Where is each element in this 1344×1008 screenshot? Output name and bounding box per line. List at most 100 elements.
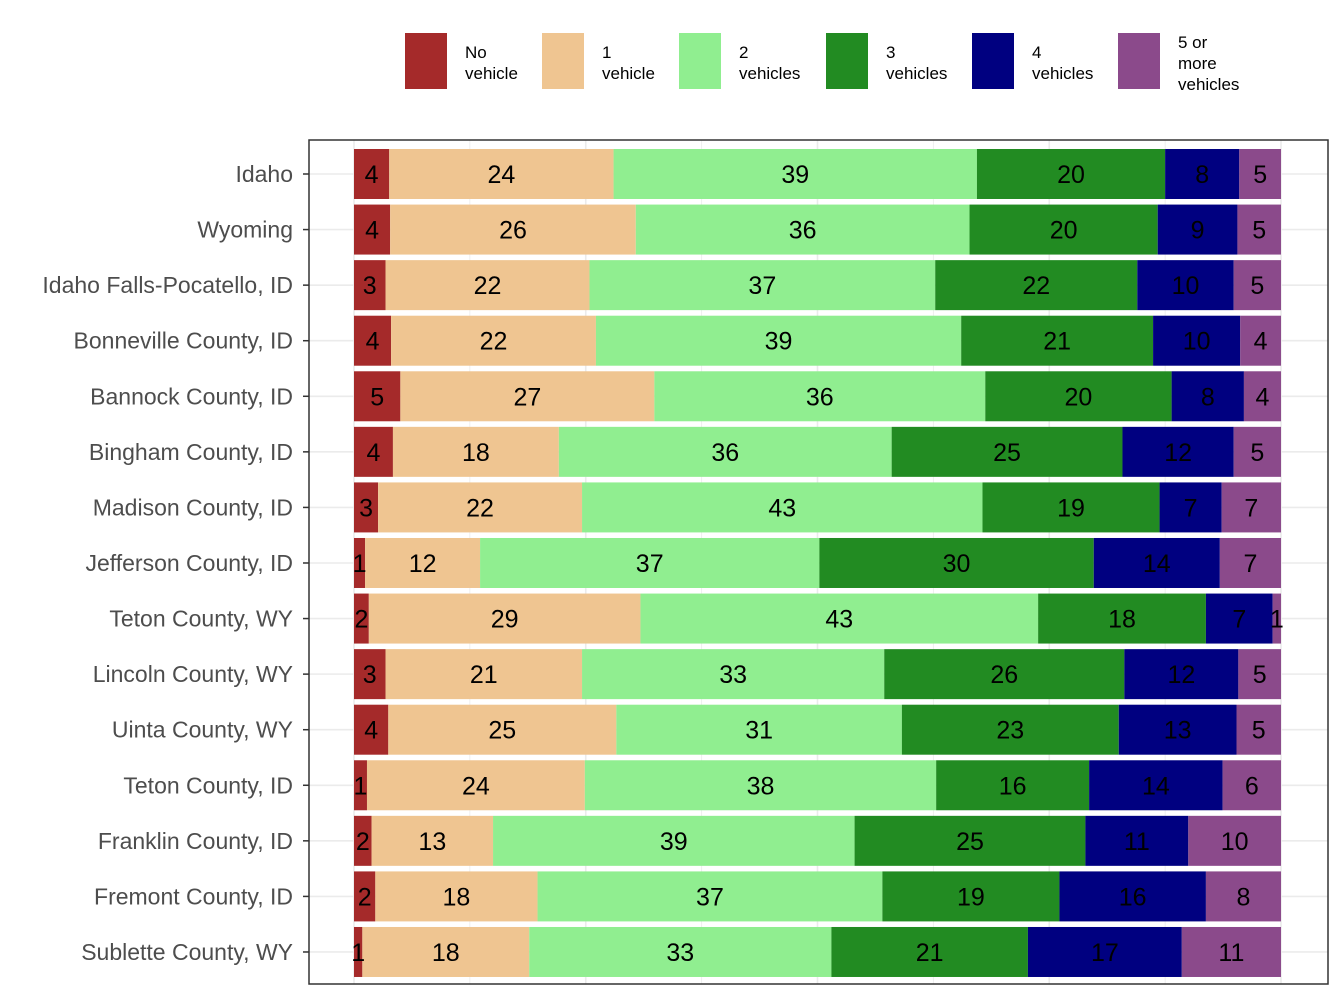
legend-label-5-or-more-vehicles: 5 or more vehicles xyxy=(1178,33,1239,94)
bar-segment-1-vehicle xyxy=(389,149,614,199)
bar-segment-1-vehicle xyxy=(391,315,596,366)
value-label: 43 xyxy=(768,494,796,522)
value-label: 36 xyxy=(789,217,817,245)
bar-segment-5-or-more-vehicles xyxy=(1205,871,1281,922)
y-axis: Idaho Wyoming Idaho Falls-Pocatello, ID Bon… xyxy=(42,161,309,965)
value-label: 9 xyxy=(1191,217,1205,245)
value-label: 10 xyxy=(1221,828,1249,856)
bar-segment-5-or-more-vehicles xyxy=(1237,204,1281,255)
bar-segment-2-vehicles xyxy=(613,149,977,199)
value-label: 21 xyxy=(1043,328,1071,356)
value-label: 39 xyxy=(765,328,793,356)
value-label: 33 xyxy=(719,661,747,689)
bar-segment-5-or-more-vehicles xyxy=(1243,371,1281,422)
value-label: 12 xyxy=(1167,661,1195,689)
value-label: 8 xyxy=(1201,383,1215,411)
value-label: 1 xyxy=(354,772,368,800)
value-label: 5 xyxy=(1253,161,1267,189)
value-labels: 4 24 39 20 8 54 26 36 20 9 53 22 37 22 10 54 22 39 21 10 45 2… xyxy=(351,161,1284,967)
legend-label-4-vehicles: 4 vehicles xyxy=(1032,43,1093,83)
bar-segment-2-vehicles xyxy=(635,204,970,255)
bar-segment-3-vehicles xyxy=(961,315,1154,366)
bar-segment-4-vehicles xyxy=(1171,371,1244,422)
bar-segment-2-vehicles xyxy=(582,649,885,700)
bar-segment-5-or-more-vehicles xyxy=(1239,149,1281,199)
bar-segment-5-or-more-vehicles xyxy=(1236,704,1281,755)
bar-segment-1-vehicle xyxy=(388,704,617,755)
value-label: 26 xyxy=(499,217,527,245)
bar-segment-5-or-more-vehicles xyxy=(1219,537,1281,588)
legend-key-2-vehicles xyxy=(679,33,721,89)
value-label: 14 xyxy=(1142,772,1170,800)
value-label: 1 xyxy=(1270,606,1284,634)
value-label: 4 xyxy=(364,717,378,745)
value-label: 5 xyxy=(1252,217,1266,245)
value-label: 29 xyxy=(491,606,519,634)
bar-segment-3-vehicles xyxy=(854,815,1086,866)
value-label: 2 xyxy=(356,828,370,856)
value-label: 19 xyxy=(957,883,985,911)
bar-segment-2-vehicles xyxy=(654,371,986,422)
value-label: 3 xyxy=(363,272,377,300)
bar-segment-2-vehicles xyxy=(595,315,962,366)
category-label: Franklin County, ID xyxy=(98,828,293,854)
value-label: 26 xyxy=(990,661,1018,689)
bar-segment-2-vehicles xyxy=(589,260,936,311)
bars xyxy=(354,149,1281,977)
bar-segment-3-vehicles xyxy=(985,371,1172,422)
value-label: 21 xyxy=(916,939,944,967)
bar-segment-1-vehicle xyxy=(385,649,583,700)
value-label: 5 xyxy=(370,383,384,411)
value-label: 4 xyxy=(365,161,379,189)
value-label: 3 xyxy=(363,661,377,689)
category-label: Uinta County, WY xyxy=(112,717,293,743)
value-label: 7 xyxy=(1244,494,1258,522)
bar-segment-no-vehicle xyxy=(354,649,386,700)
legend-key-3-vehicles xyxy=(826,33,868,89)
value-label: 18 xyxy=(443,883,471,911)
value-label: 25 xyxy=(488,717,516,745)
bar-segment-4-vehicles xyxy=(1093,537,1220,588)
bar-segment-no-vehicle xyxy=(354,315,392,366)
value-label: 17 xyxy=(1091,939,1119,967)
bar-segment-2-vehicles xyxy=(493,815,855,866)
value-label: 2 xyxy=(358,883,372,911)
category-label: Idaho Falls-Pocatello, ID xyxy=(42,272,293,298)
value-label: 7 xyxy=(1243,550,1257,578)
bar-segment-no-vehicle xyxy=(354,426,393,477)
bar-segment-1-vehicle xyxy=(366,760,585,811)
category-label: Jefferson County, ID xyxy=(85,550,293,576)
bar-segment-1-vehicle xyxy=(378,482,583,533)
value-label: 38 xyxy=(747,772,775,800)
value-label: 43 xyxy=(825,606,853,634)
bar-segment-4-vehicles xyxy=(1118,704,1237,755)
category-label: Fremont County, ID xyxy=(94,883,293,909)
value-label: 22 xyxy=(474,272,502,300)
category-label: Sublette County, WY xyxy=(81,939,293,965)
bar-segment-1-vehicle xyxy=(390,204,636,255)
value-label: 5 xyxy=(1253,661,1267,689)
bar-segment-4-vehicles xyxy=(1059,871,1206,922)
legend-label-1-vehicle: 1 vehicle xyxy=(602,43,655,83)
bar-segment-3-vehicles xyxy=(891,426,1123,477)
value-label: 27 xyxy=(513,383,541,411)
value-label: 18 xyxy=(1108,606,1136,634)
bar-segment-2-vehicles xyxy=(616,704,902,755)
value-label: 18 xyxy=(462,439,490,467)
bar-segment-4-vehicles xyxy=(1137,260,1234,311)
bar-segment-3-vehicles xyxy=(935,260,1138,311)
value-label: 4 xyxy=(367,439,381,467)
value-label: 18 xyxy=(432,939,460,967)
value-label: 24 xyxy=(487,161,515,189)
bar-segment-4-vehicles xyxy=(1159,482,1222,533)
value-label: 24 xyxy=(462,772,490,800)
bar-segment-4-vehicles xyxy=(1165,149,1240,199)
value-label: 4 xyxy=(365,217,379,245)
category-label: Madison County, ID xyxy=(93,494,293,520)
value-label: 8 xyxy=(1195,161,1209,189)
value-label: 8 xyxy=(1237,883,1251,911)
bar-segment-3-vehicles xyxy=(936,760,1090,811)
value-label: 4 xyxy=(1254,328,1268,356)
value-label: 30 xyxy=(943,550,971,578)
bar-segment-no-vehicle xyxy=(354,149,390,199)
